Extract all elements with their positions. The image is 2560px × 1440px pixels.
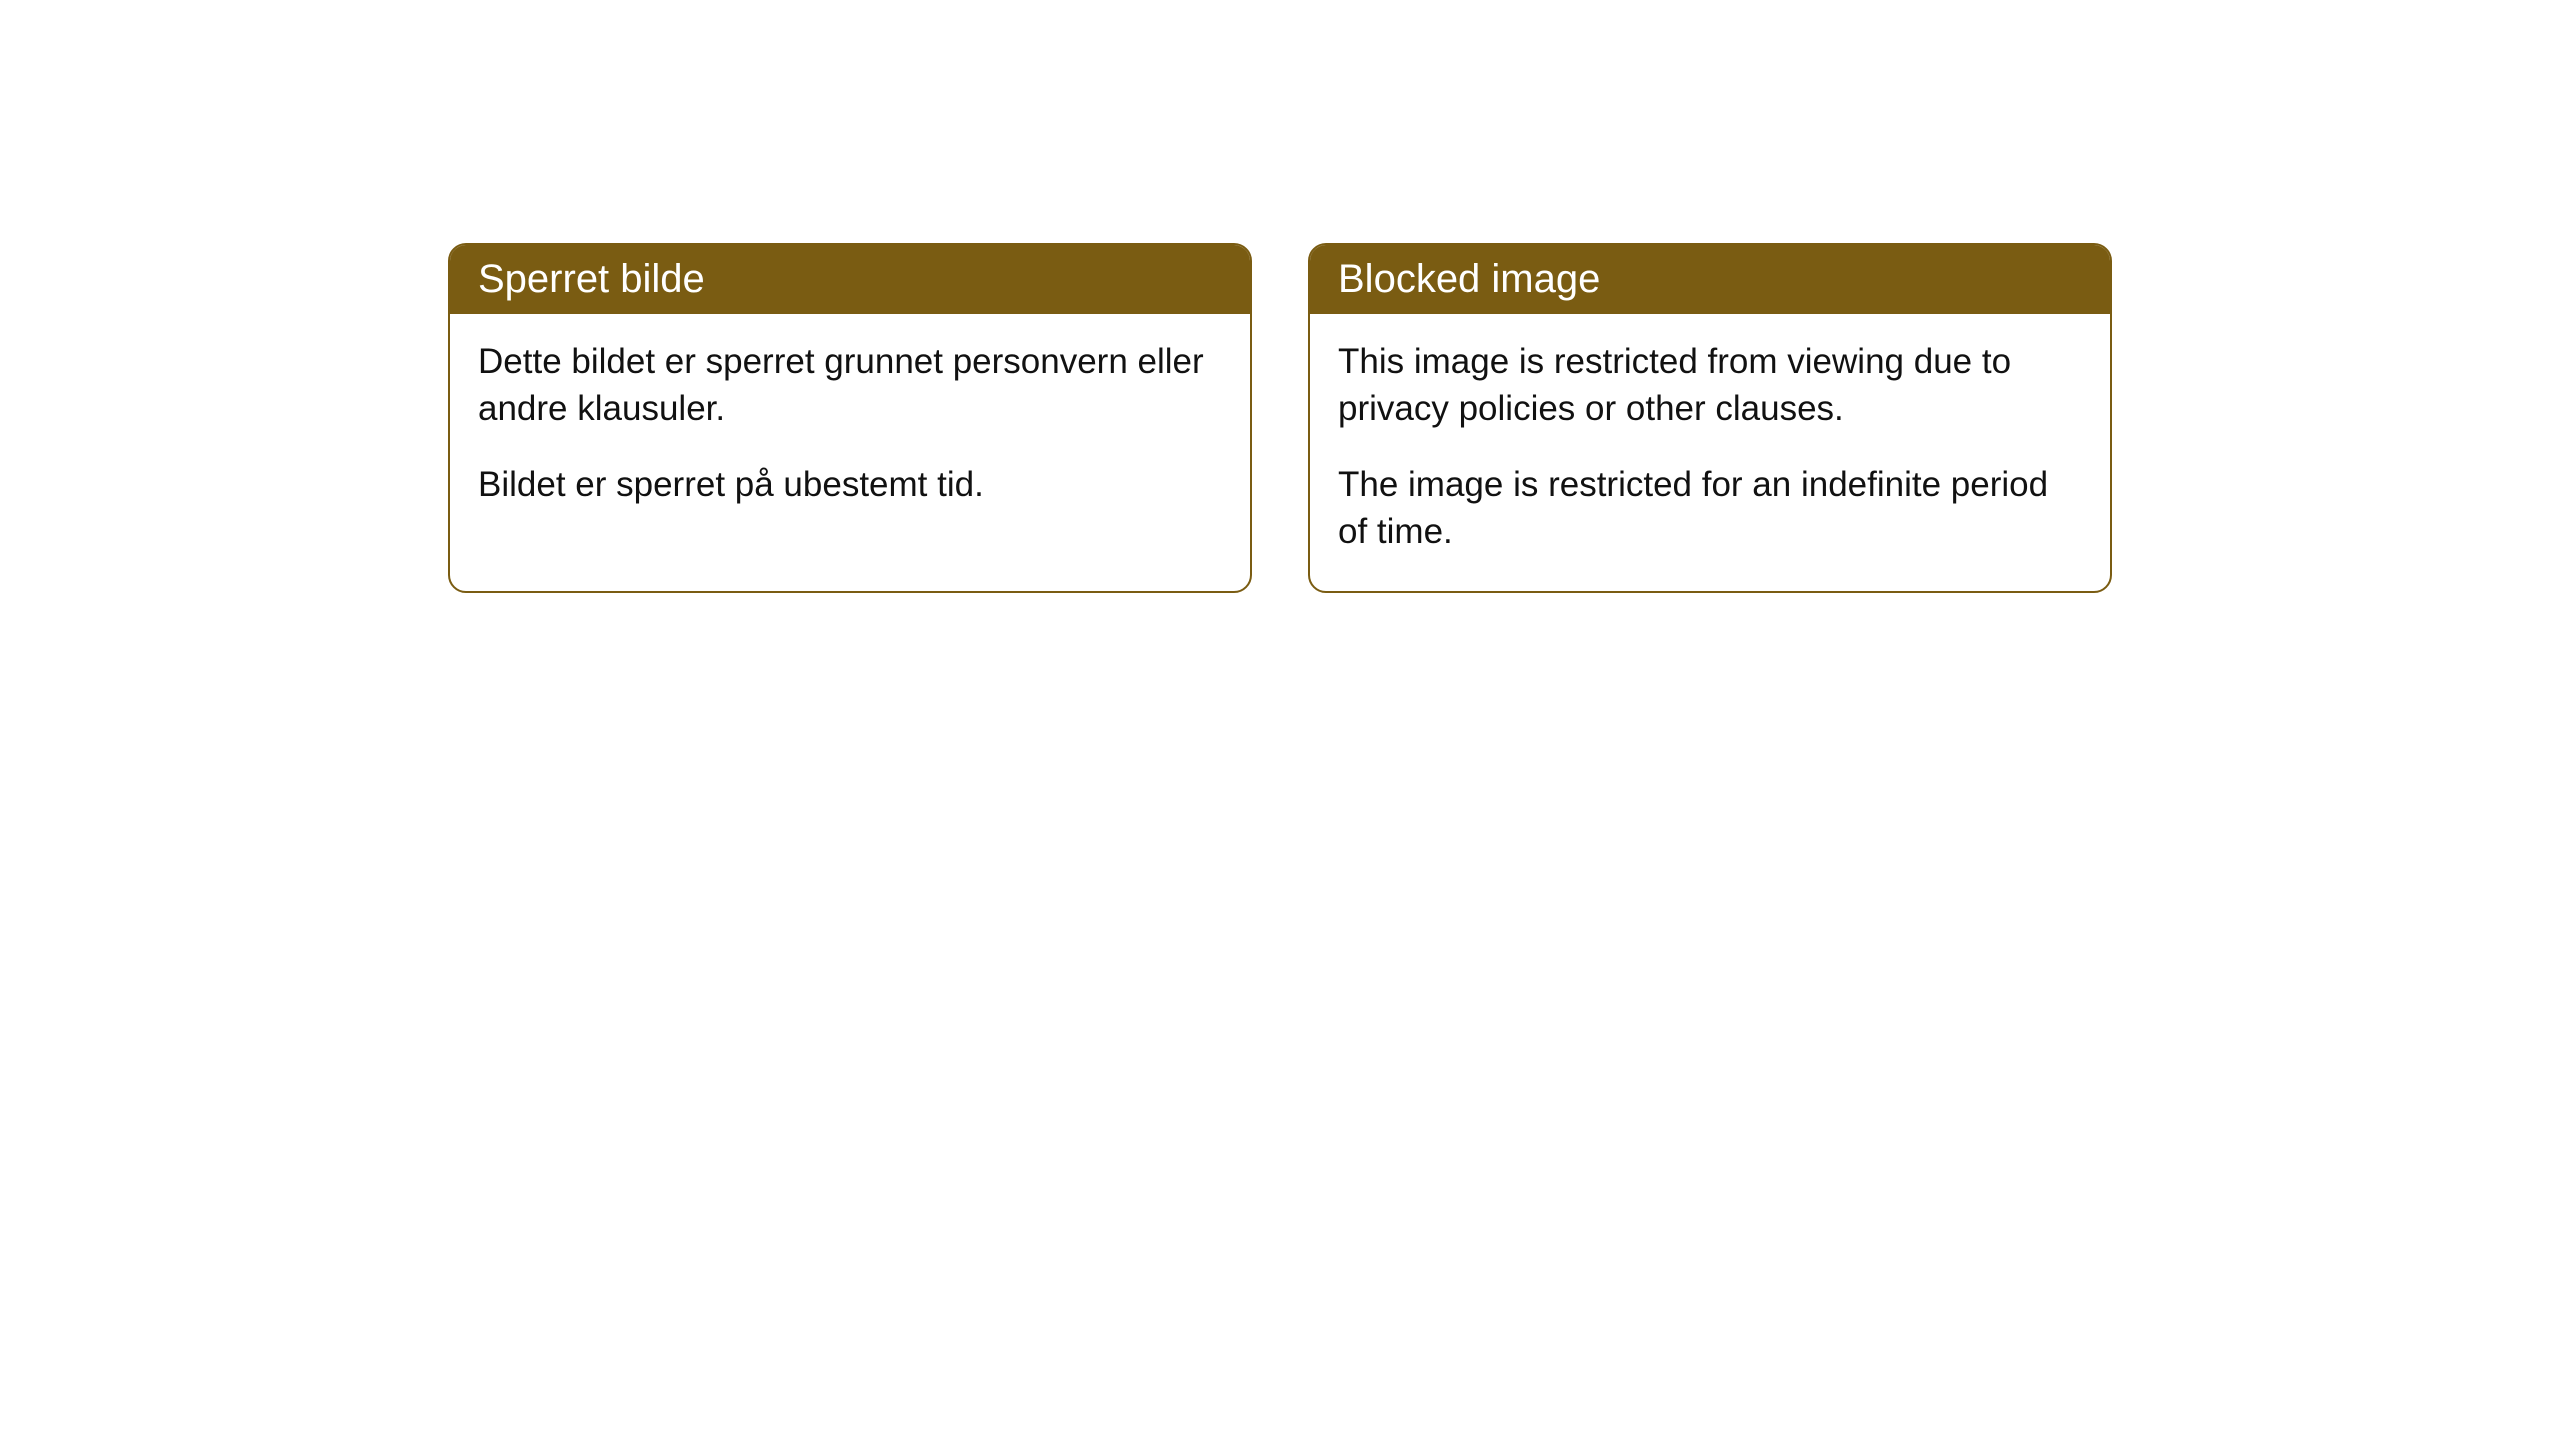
- card-blocked-image-en: Blocked image This image is restricted f…: [1308, 243, 2112, 593]
- card-paragraph-1: This image is restricted from viewing du…: [1338, 338, 2082, 433]
- card-paragraph-2: The image is restricted for an indefinit…: [1338, 461, 2082, 556]
- card-body: This image is restricted from viewing du…: [1310, 314, 2110, 591]
- card-title: Blocked image: [1338, 257, 1600, 301]
- card-body: Dette bildet er sperret grunnet personve…: [450, 314, 1250, 544]
- card-paragraph-1: Dette bildet er sperret grunnet personve…: [478, 338, 1222, 433]
- card-header: Sperret bilde: [450, 245, 1250, 314]
- cards-container: Sperret bilde Dette bildet er sperret gr…: [0, 0, 2560, 593]
- card-blocked-image-no: Sperret bilde Dette bildet er sperret gr…: [448, 243, 1252, 593]
- card-paragraph-2: Bildet er sperret på ubestemt tid.: [478, 461, 1222, 508]
- card-header: Blocked image: [1310, 245, 2110, 314]
- card-title: Sperret bilde: [478, 257, 705, 301]
